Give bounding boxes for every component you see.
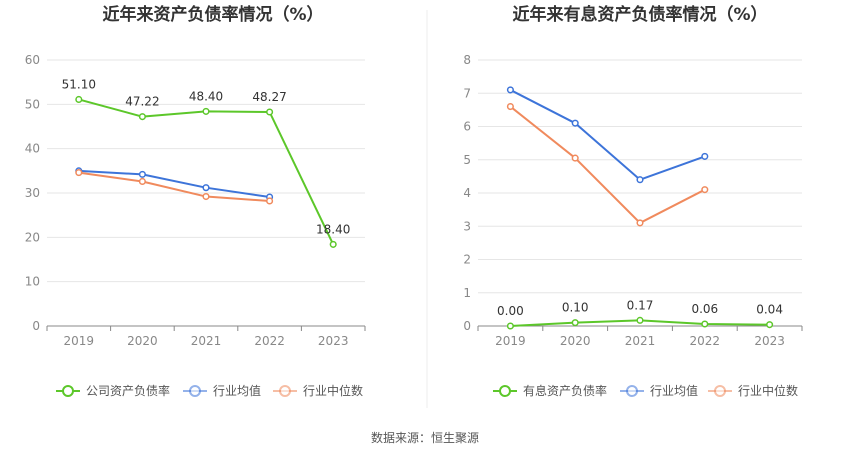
legend-item-industry_avg: 行业均值 xyxy=(183,383,261,398)
data-point-industry_median xyxy=(75,169,83,177)
legend-item-industry_median: 行业中位数 xyxy=(708,383,798,398)
legend-label: 行业均值 xyxy=(213,383,261,398)
data-point-company xyxy=(75,95,83,104)
y-tick-label: 40 xyxy=(25,142,40,156)
y-tick-label: 3 xyxy=(463,219,471,233)
y-tick-label: 8 xyxy=(463,53,471,67)
y-tick-label: 60 xyxy=(25,53,40,67)
y-tick-label: 5 xyxy=(463,153,471,167)
data-point-company xyxy=(202,107,210,115)
legend-marker xyxy=(499,385,511,397)
legend-marker xyxy=(62,385,74,397)
data-point-company xyxy=(138,113,146,121)
y-tick-label: 6 xyxy=(463,120,471,134)
data-point-industry_avg xyxy=(701,152,709,160)
legend-item-company: 有息资产负债率 xyxy=(493,383,607,398)
data-point-industry_avg xyxy=(138,170,146,178)
x-tick-label: 2022 xyxy=(254,334,285,348)
data-point-industry_median xyxy=(266,197,274,205)
y-tick-label: 20 xyxy=(25,230,40,244)
data-label: 51.10 xyxy=(62,77,96,91)
legend-label: 行业中位数 xyxy=(303,383,363,398)
series-line-industry_median xyxy=(78,171,270,202)
y-tick-label: 30 xyxy=(25,186,40,200)
data-point-industry_median xyxy=(571,154,579,162)
x-tick-label: 2019 xyxy=(64,334,95,348)
data-label: 47.22 xyxy=(125,95,159,109)
y-tick-label: 7 xyxy=(463,86,471,100)
y-tick-label: 2 xyxy=(463,253,471,267)
y-tick-label: 4 xyxy=(463,186,471,200)
data-point-company xyxy=(506,322,514,330)
data-point-company xyxy=(571,319,579,327)
legend-label: 有息资产负债率 xyxy=(523,383,607,398)
data-point-industry_median xyxy=(202,192,210,201)
legend-marker xyxy=(626,385,638,397)
data-label: 0.17 xyxy=(627,298,654,312)
x-tick-label: 2020 xyxy=(127,334,158,348)
data-point-industry_avg xyxy=(202,184,210,192)
legend-marker xyxy=(714,385,726,397)
data-point-company xyxy=(266,108,274,116)
legend-label: 行业均值 xyxy=(650,383,698,398)
y-tick-label: 10 xyxy=(25,275,40,289)
legend-item-industry_median: 行业中位数 xyxy=(273,383,363,398)
legend-marker xyxy=(189,385,201,397)
series-line-industry_avg xyxy=(509,89,706,181)
chart-title: 近年来有息资产负债率情况（%） xyxy=(512,4,767,25)
data-point-industry_avg xyxy=(571,119,579,127)
data-point-company xyxy=(329,240,337,248)
data-label: 18.40 xyxy=(316,222,350,236)
data-point-industry_median xyxy=(138,177,146,186)
x-tick-label: 2021 xyxy=(625,334,656,348)
x-tick-label: 2021 xyxy=(191,334,222,348)
data-point-industry_avg xyxy=(506,86,514,94)
data-point-industry_median xyxy=(506,103,514,111)
legend-item-industry_avg: 行业均值 xyxy=(620,383,698,398)
data-label: 0.00 xyxy=(497,304,524,318)
chart-title: 近年来资产负债率情况（%） xyxy=(102,4,323,25)
x-tick-label: 2023 xyxy=(754,334,785,348)
legend-label: 公司资产负债率 xyxy=(86,383,170,398)
x-tick-label: 2020 xyxy=(560,334,591,348)
y-tick-label: 1 xyxy=(463,286,471,300)
data-label: 48.40 xyxy=(189,89,223,103)
y-tick-label: 0 xyxy=(32,319,40,333)
data-point-company xyxy=(701,320,709,328)
series-line-industry_avg xyxy=(78,169,270,198)
data-point-industry_median xyxy=(701,186,709,194)
data-label: 0.10 xyxy=(562,301,589,315)
data-point-industry_avg xyxy=(636,176,644,184)
x-tick-label: 2022 xyxy=(690,334,721,348)
series-line-company xyxy=(78,98,335,245)
debt-ratio-chart: 近年来资产负债率情况（%） 0 10 20 30 40 50 60 2019 2020 2021 20… xyxy=(25,4,366,398)
data-point-industry_median xyxy=(636,219,644,227)
legend-label: 行业中位数 xyxy=(738,383,798,398)
y-tick-label: 50 xyxy=(25,97,40,111)
data-label: 48.27 xyxy=(252,90,286,104)
data-point-company xyxy=(636,316,644,324)
data-label: 0.06 xyxy=(691,302,718,316)
y-tick-label: 0 xyxy=(463,319,471,333)
legend-item-company: 公司资产负债率 xyxy=(56,383,170,398)
x-tick-label: 2023 xyxy=(318,334,349,348)
x-tick-label: 2019 xyxy=(495,334,526,348)
data-label: 0.04 xyxy=(756,303,783,317)
data-source: 数据来源：恒生聚源 xyxy=(371,430,479,445)
data-point-company xyxy=(766,321,774,329)
interest-debt-ratio-chart: 近年来有息资产负债率情况（%） 0 1 2 3 4 5 6 7 8 2019 2020 2021 2022… xyxy=(463,4,803,398)
legend-marker xyxy=(279,385,291,397)
series-line-industry_median xyxy=(509,105,706,224)
